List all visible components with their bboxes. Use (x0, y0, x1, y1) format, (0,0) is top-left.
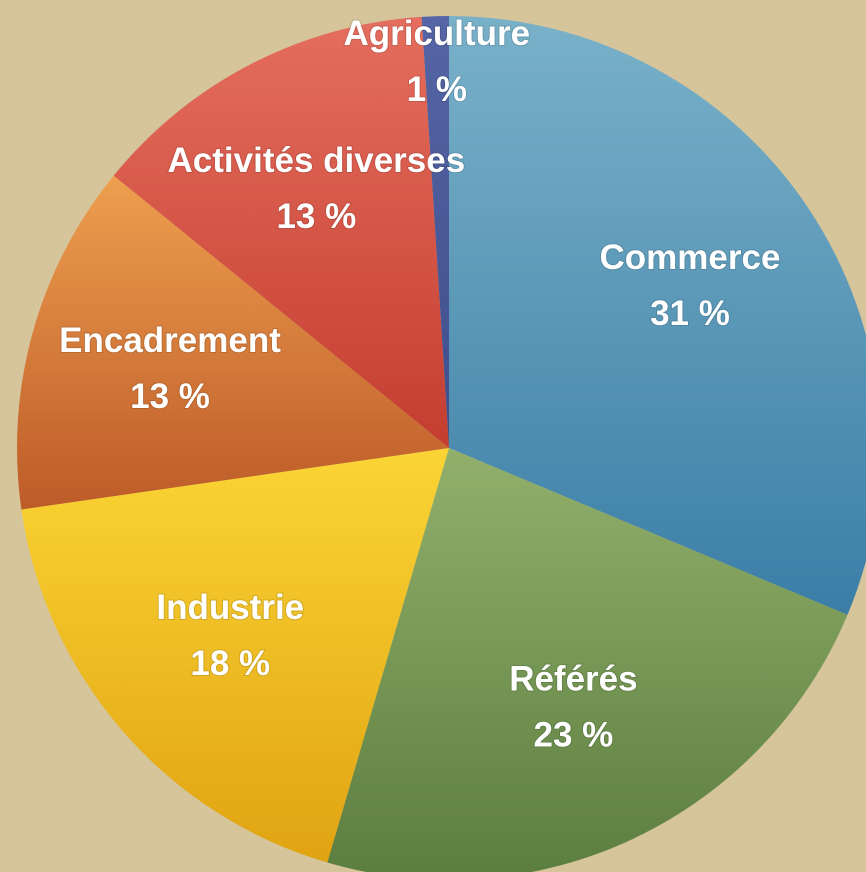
pie-slice (16, 175, 449, 510)
slice-label: Agriculture (343, 14, 530, 53)
slice-value: 1 % (407, 70, 467, 109)
pie-slice (113, 16, 450, 449)
slice-label: Commerce (600, 238, 781, 277)
pie-slice (21, 448, 450, 863)
pie-slice (449, 16, 866, 615)
slice-label: Industrie (156, 588, 304, 627)
pie-slice (421, 16, 449, 448)
pie-slice (327, 448, 848, 872)
slice-value: 31 % (650, 294, 730, 333)
slice-label: Activités diverses (168, 141, 466, 180)
slice-label: Encadrement (59, 321, 281, 360)
slice-value: 18 % (190, 644, 270, 683)
slice-value: 13 % (276, 197, 356, 236)
slice-value: 23 % (534, 716, 614, 755)
slice-label: Référés (509, 660, 637, 699)
slice-value: 13 % (130, 377, 210, 416)
